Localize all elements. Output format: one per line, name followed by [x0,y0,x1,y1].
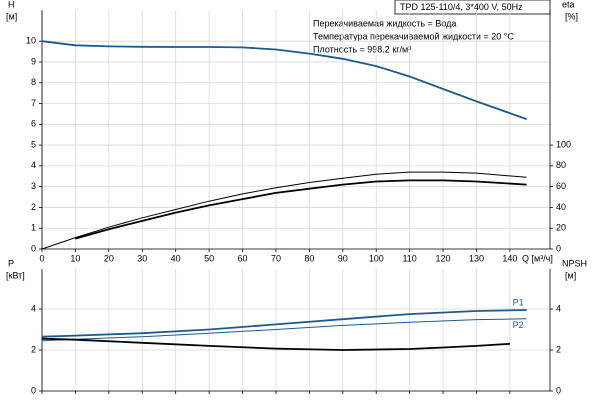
y2-axis-unit: [м] [565,270,576,280]
y2-tick-label: 2 [556,344,561,354]
y-tick-label: 0 [31,385,36,395]
y-tick-label: 9 [31,56,36,66]
x-tick-label: 120 [436,253,451,263]
x-tick-label: 60 [238,253,248,263]
y2-tick-label: 60 [556,181,566,191]
y2-tick-label: 100 [556,139,571,149]
curve [41,171,527,250]
y2-axis-label: NPSH [562,258,587,268]
annotation: Перекачиваемая жидкость = Вода [313,18,456,28]
y-tick-label: 3 [31,181,36,191]
x-tick-label: 50 [204,253,214,263]
x-tick-label: 100 [369,253,384,263]
curve [41,337,510,351]
y2-tick-label: 0 [556,243,561,253]
y-tick-label: 0 [31,243,36,253]
x-tick-label: 130 [469,253,484,263]
y-tick-label: 4 [31,303,36,313]
curve [41,318,527,342]
x-tick-label: 90 [338,253,348,263]
plot-frame [42,269,550,391]
chart-title: TPD 125-110/4, 3*400 V, 50Hz [400,2,523,12]
x-tick-label: 40 [171,253,181,263]
annotation: Плотность = 998.2 кг/м³ [313,44,411,54]
y-axis-unit: [кВт] [6,270,25,280]
y-tick-label: 2 [31,344,36,354]
y-tick-label: 2 [31,202,36,212]
y2-axis-label: eta [562,0,575,9]
title-box [394,0,551,15]
y2-tick-label: 4 [556,303,561,313]
x-tick-label: 80 [304,253,314,263]
x-tick-label: 140 [502,253,517,263]
series-label: P2 [513,320,524,330]
x-tick-label: 30 [137,253,147,263]
y-axis-label: H [8,0,15,9]
y-tick-label: 4 [31,160,36,170]
y2-tick-label: 0 [556,385,561,395]
x-tick-label: 0 [39,253,44,263]
curve [41,40,527,120]
x-axis-label: Q [м³/ч] [522,253,553,263]
y2-axis-unit: [%] [565,11,578,21]
y2-tick-label: 40 [556,202,566,212]
y-tick-label: 1 [31,223,36,233]
y-tick-label: 10 [26,36,36,46]
y-tick-label: 8 [31,77,36,87]
y-axis-unit: [м] [6,11,17,21]
y2-tick-label: 20 [556,223,566,233]
x-tick-label: 70 [271,253,281,263]
y-axis-label: P [8,258,14,268]
x-tick-label: 110 [402,253,416,263]
x-tick-label: 10 [70,253,80,263]
y-tick-label: 7 [31,98,36,108]
series-label: P1 [513,297,524,307]
x-tick-label: 20 [104,253,114,263]
curve [41,309,527,338]
y-tick-label: 5 [31,139,36,149]
curve [75,179,527,240]
y-tick-label: 6 [31,119,36,129]
annotation: Температура перекачиваемой жидкости = 20… [313,31,514,41]
y2-tick-label: 80 [556,160,566,170]
